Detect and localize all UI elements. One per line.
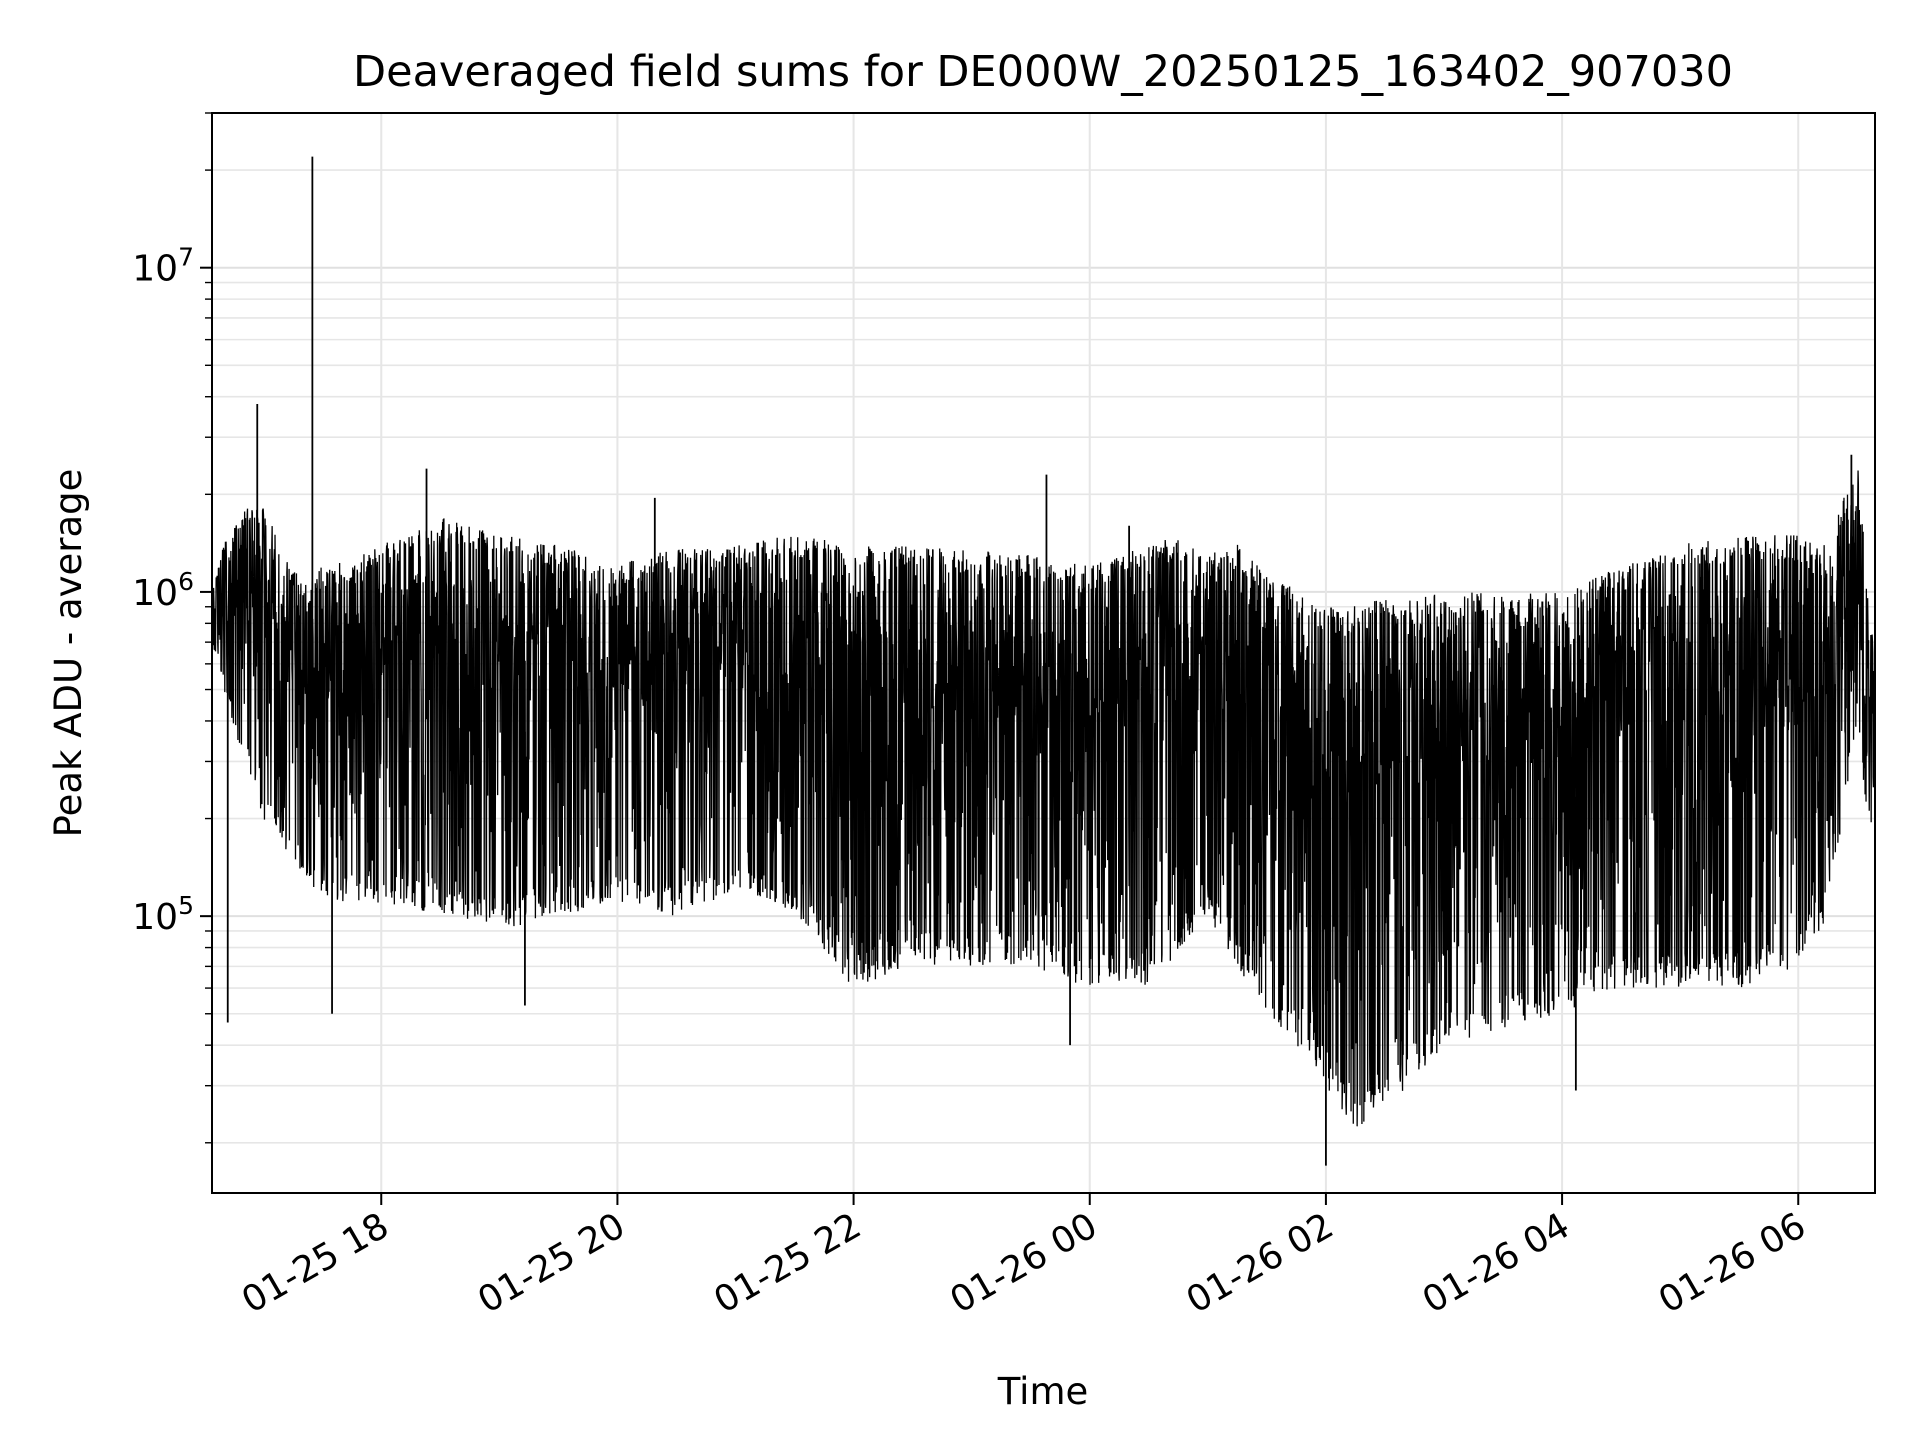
x-tick-label: 01-26 04: [1416, 1205, 1577, 1321]
y-axis-label: Peak ADU - average: [47, 469, 90, 838]
x-tick-label: 01-26 00: [944, 1205, 1105, 1321]
y-axis-ticks: 105 106 107: [132, 112, 212, 1144]
x-tick-label: 01-25 20: [471, 1205, 632, 1321]
y-tick-label: 106: [132, 567, 194, 614]
chart-title: Deaveraged field sums for DE000W_2025012…: [353, 47, 1733, 97]
x-tick-label: 01-26 06: [1652, 1205, 1813, 1321]
x-tick-label: 01-26 02: [1180, 1205, 1341, 1321]
y-tick-label: 105: [132, 891, 194, 938]
plot-frame: [211, 112, 1876, 1194]
series-line: [211, 470, 1876, 1127]
x-axis-ticks: 01-25 18 01-25 20 01-25 22 01-26 00 01-26 02…: [235, 1193, 1813, 1322]
x-axis-label: Time: [997, 1370, 1089, 1413]
x-tick-label: 01-25 22: [707, 1205, 868, 1321]
x-tick-label: 01-25 18: [235, 1205, 396, 1321]
y-tick-label: 107: [132, 243, 194, 290]
data-series: [211, 156, 1876, 1166]
